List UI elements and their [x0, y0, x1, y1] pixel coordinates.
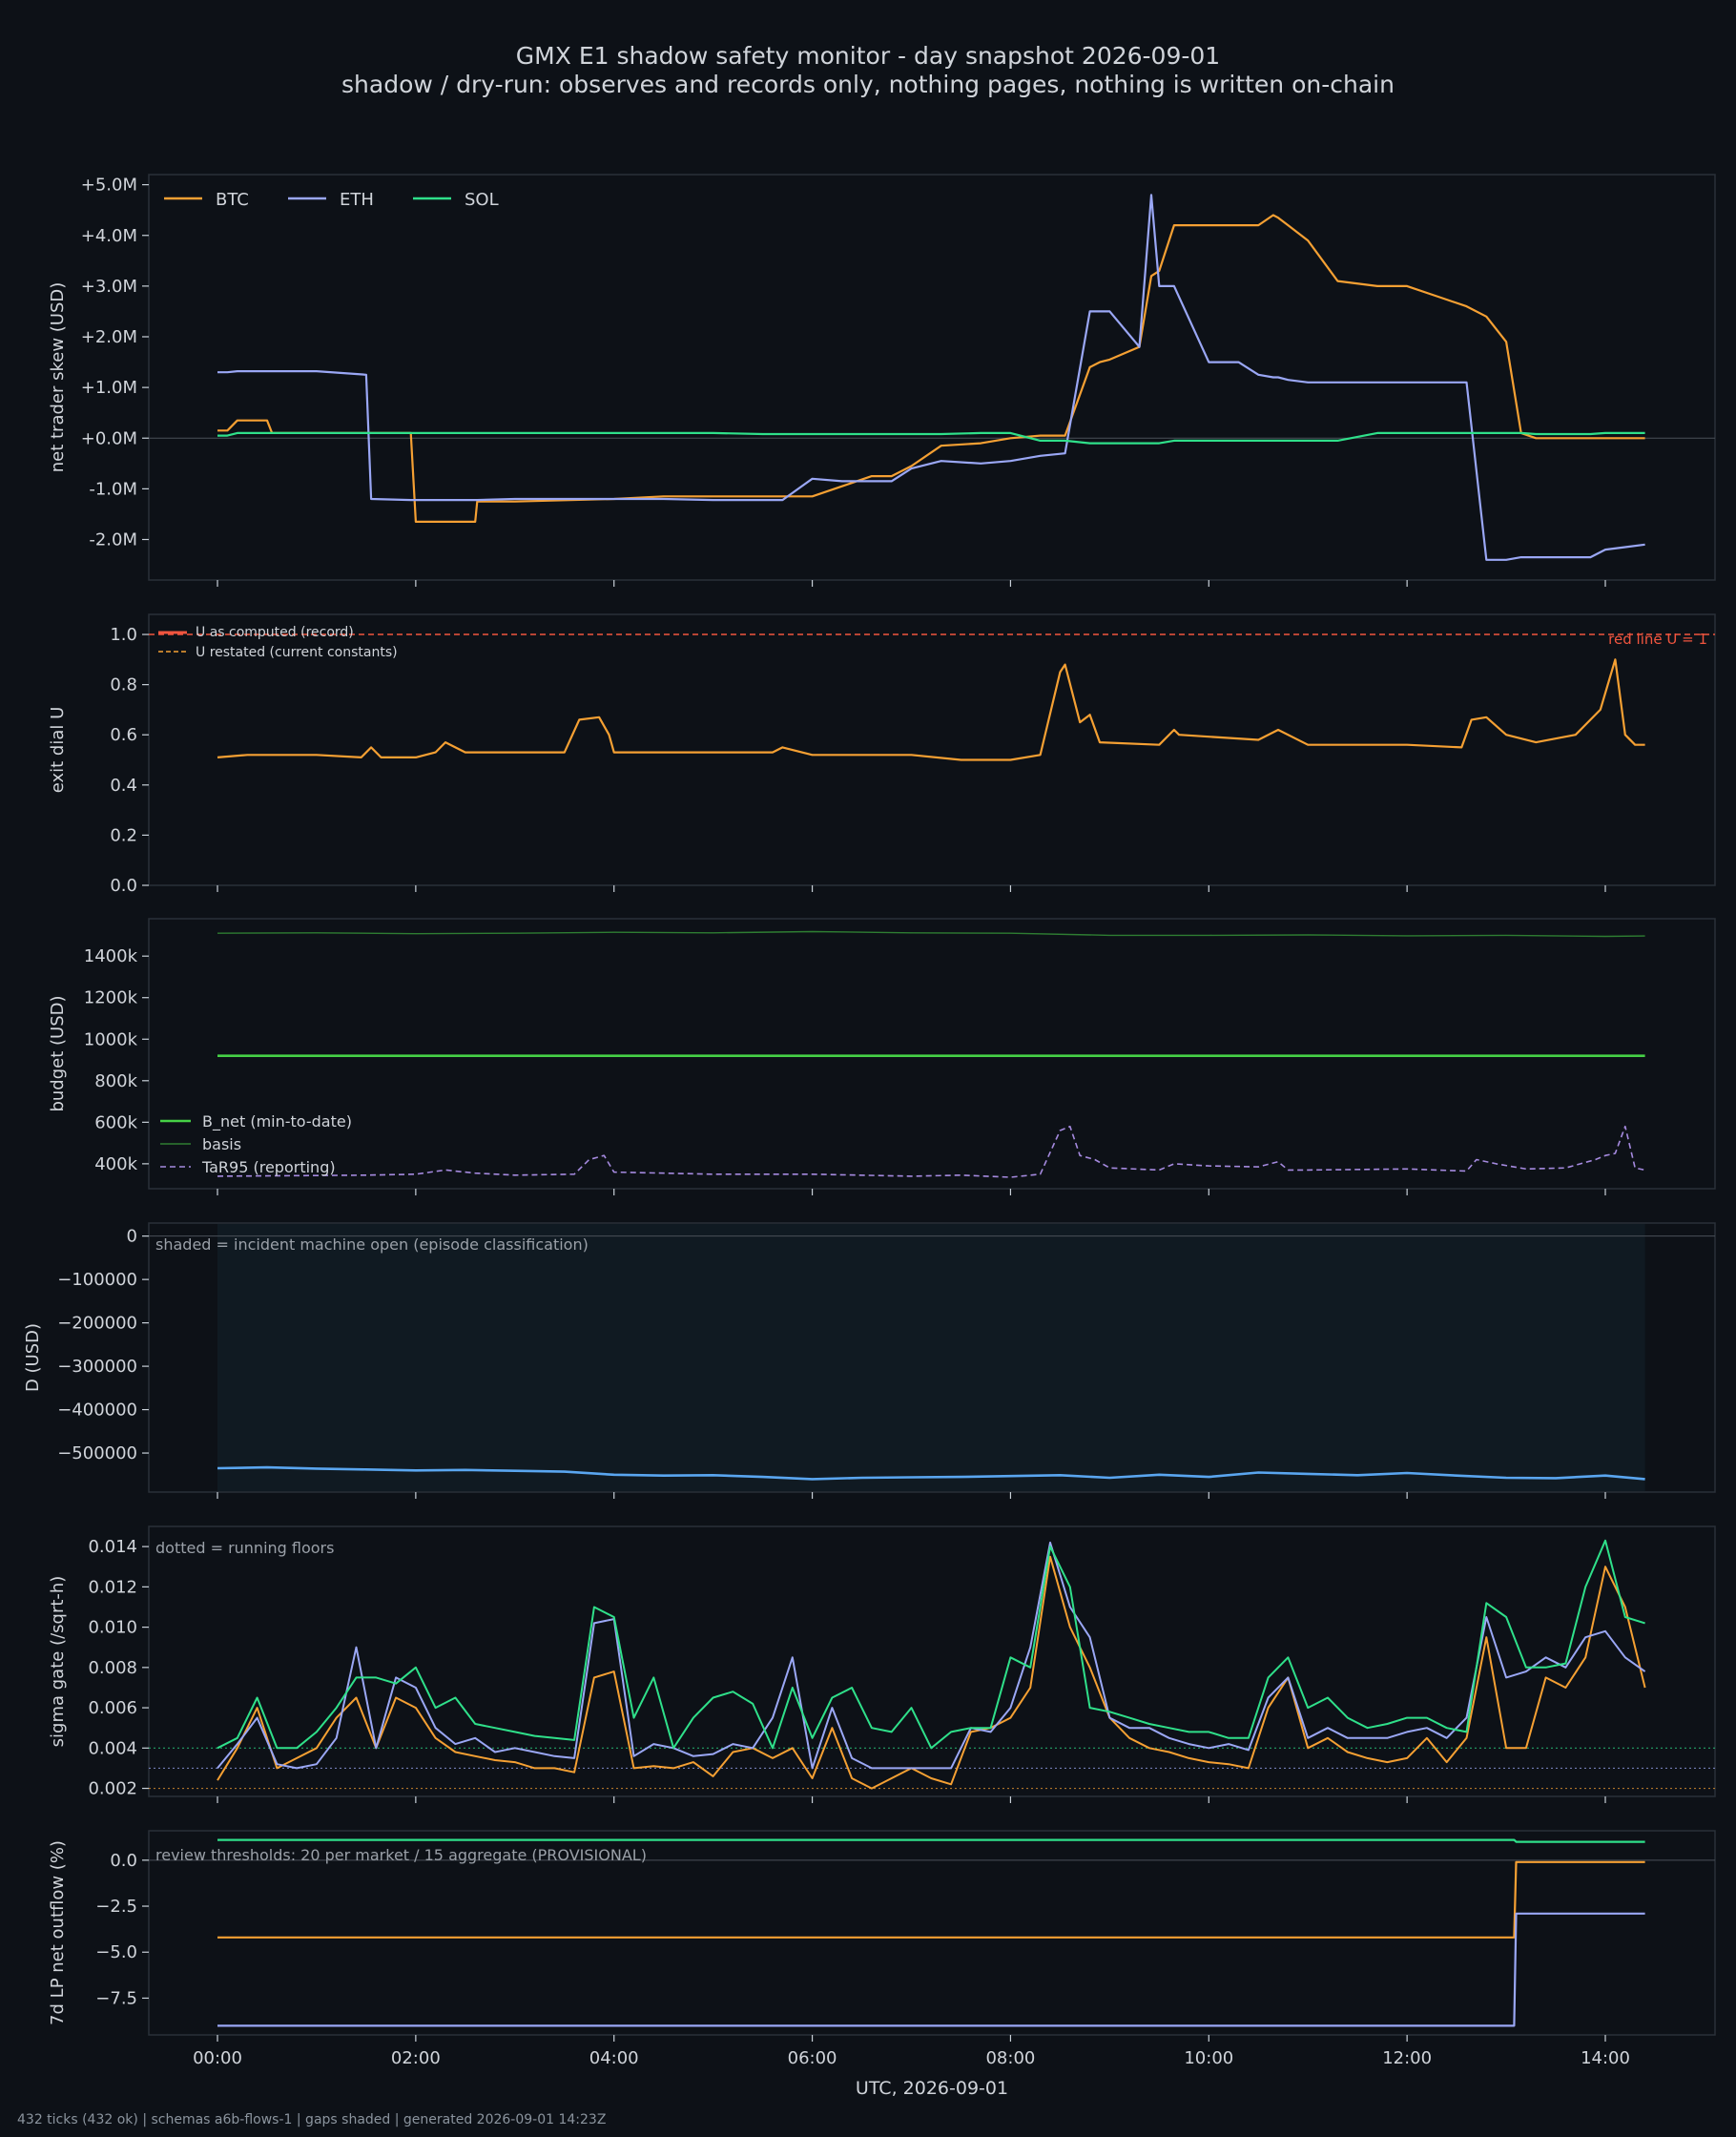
y-tick-label: −300000: [57, 1357, 137, 1377]
y-tick-label: 1.0: [110, 625, 137, 645]
series-line-eth: [217, 194, 1645, 561]
y-axis-label: 7d LP net outflow (%): [48, 1840, 68, 2025]
y-tick-label: −100000: [57, 1270, 137, 1290]
y-tick-label: +4.0M: [81, 226, 137, 246]
redline-annotation: red line U = 1: [1608, 631, 1707, 648]
y-tick-label: +3.0M: [81, 277, 137, 297]
series-line-d: [217, 1465, 1645, 1481]
y-axis-label: net trader skew (USD): [48, 282, 68, 473]
chart-title: GMX E1 shadow safety monitor - day snaps…: [515, 42, 1221, 70]
y-tick-label: 0.014: [88, 1537, 137, 1557]
x-tick-label: 14:00: [1581, 2048, 1630, 2068]
y-tick-label: +5.0M: [81, 176, 137, 196]
plot-frame-3: [148, 918, 1716, 1190]
y-tick-label: −500000: [57, 1443, 137, 1463]
incident-shade: [217, 1224, 1645, 1491]
y-tick-label: −400000: [57, 1400, 137, 1421]
y-axis-label: D (USD): [23, 1323, 43, 1392]
y-tick-label: −7.5: [95, 1988, 137, 2008]
footer-status: 432 ticks (432 ok) | schemas a6b-flows-1…: [17, 2112, 607, 2127]
x-axis-label: UTC, 2026-09-01: [856, 2078, 1008, 2099]
series-line-sol: [217, 1539, 1645, 1750]
y-axis-label: exit dial U: [48, 707, 68, 794]
y-tick-label: 0.0: [110, 1851, 137, 1871]
y-axis-label: budget (USD): [48, 995, 68, 1111]
series-line-eth: [217, 1912, 1645, 2027]
x-tick-label: 02:00: [391, 2048, 441, 2068]
panel-annotation: review thresholds: 20 per market / 15 ag…: [155, 1846, 647, 1864]
y-tick-label: 0.010: [88, 1618, 137, 1638]
plot-frame-2: [148, 613, 1716, 886]
y-tick-label: 0.2: [110, 825, 137, 845]
y-tick-label: −2.5: [95, 1897, 137, 1917]
panel-annotation: dotted = running floors: [155, 1539, 334, 1557]
series-line-btc: [217, 1860, 1645, 1939]
series-line-btc: [217, 1555, 1646, 1790]
y-tick-label: 1000k: [84, 1029, 138, 1049]
legend-label: B_net (min-to-date): [202, 1112, 352, 1131]
legend-label: SOL: [465, 190, 499, 210]
series-line-u: [217, 658, 1645, 761]
y-tick-label: −5.0: [95, 1942, 137, 1962]
legend-label: basis: [202, 1135, 241, 1153]
series-line-tar95: [217, 1125, 1645, 1178]
y-tick-label: 0.6: [110, 725, 137, 745]
x-tick-label: 08:00: [985, 2048, 1035, 2068]
x-tick-label: 12:00: [1382, 2048, 1432, 2068]
y-tick-label: 1400k: [84, 946, 138, 966]
x-tick-label: 04:00: [589, 2048, 639, 2068]
y-tick-label: +0.0M: [81, 428, 137, 448]
x-tick-label: 00:00: [193, 2048, 242, 2068]
y-tick-label: 0.0: [110, 876, 137, 896]
plot-frame-1: [148, 174, 1716, 581]
y-tick-label: 600k: [94, 1112, 137, 1132]
legend-label: BTC: [216, 190, 249, 210]
chart-subtitle: shadow / dry-run: observes and records o…: [341, 71, 1395, 98]
series-line-eth: [217, 1541, 1646, 1770]
plot-frame-6: [148, 1830, 1716, 2036]
y-tick-label: 1200k: [84, 988, 138, 1008]
y-tick-label: 0.002: [88, 1779, 137, 1799]
y-tick-label: 0.4: [110, 776, 137, 796]
panel-annotation: shaded = incident machine open (episode …: [155, 1235, 589, 1254]
series-line-sol: [217, 1838, 1645, 1843]
y-tick-label: 0.008: [88, 1658, 137, 1678]
y-tick-label: −200000: [57, 1314, 137, 1334]
series-line-btc: [217, 214, 1645, 524]
legend-label: TaR95 (reporting): [201, 1158, 336, 1176]
plot-frame-5: [148, 1525, 1716, 1797]
y-tick-label: -1.0M: [89, 479, 137, 499]
y-tick-label: 0.012: [88, 1577, 137, 1597]
legend-label: U as computed (record): [196, 625, 354, 640]
y-tick-label: 0.004: [88, 1738, 137, 1758]
legend-label: U restated (current constants): [196, 645, 398, 660]
y-axis-label: sigma gate (/sqrt-h): [48, 1576, 68, 1748]
x-tick-label: 06:00: [788, 2048, 837, 2068]
series-line-basis: [217, 930, 1645, 938]
y-tick-label: -2.0M: [89, 530, 137, 550]
legend-label: ETH: [340, 190, 374, 210]
y-tick-label: 0.8: [110, 675, 137, 695]
y-tick-label: 400k: [94, 1154, 137, 1174]
y-tick-label: +1.0M: [81, 378, 137, 398]
y-tick-label: 0.006: [88, 1698, 137, 1718]
y-tick-label: +2.0M: [81, 327, 137, 347]
y-tick-label: 0: [127, 1227, 137, 1247]
y-tick-label: 800k: [94, 1071, 137, 1091]
series-line-sol: [217, 431, 1645, 445]
x-tick-label: 10:00: [1184, 2048, 1233, 2068]
